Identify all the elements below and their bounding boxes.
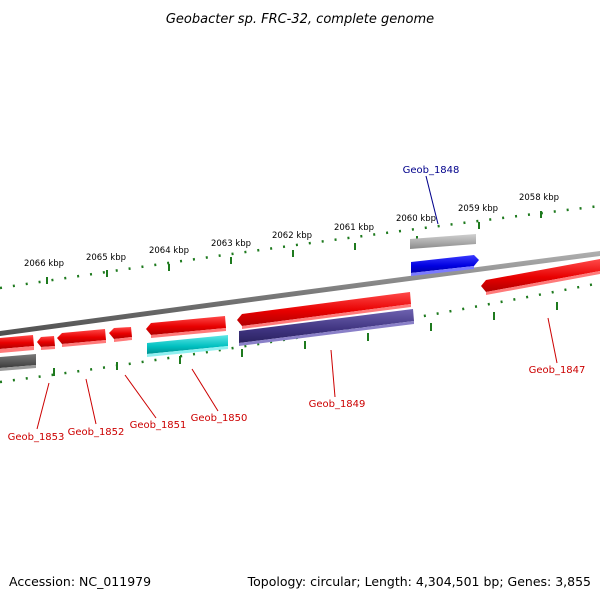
leader-geob-1850 bbox=[191, 368, 219, 412]
gene-label-geob-1848[interactable]: Geob_1848 bbox=[403, 165, 460, 176]
scale-label-2061: 2061 kbp bbox=[334, 223, 374, 233]
gene-labels: Geob_1848 Geob_1847 Geob_1849 Geob_1850 … bbox=[8, 165, 586, 443]
upper-scale-track bbox=[0, 204, 600, 290]
gene-geob-1847[interactable] bbox=[481, 259, 600, 295]
gene-label-geob-1847[interactable]: Geob_1847 bbox=[529, 365, 586, 376]
gene-label-geob-1850[interactable]: Geob_1850 bbox=[191, 413, 248, 424]
leader-geob-1848 bbox=[425, 175, 439, 225]
scale-label-2063: 2063 kbp bbox=[211, 239, 251, 249]
gene-geob-1853-forward[interactable] bbox=[0, 335, 34, 353]
genome-backbone bbox=[0, 251, 600, 336]
scale-label-2065: 2065 kbp bbox=[86, 253, 126, 263]
gene-label-geob-1851[interactable]: Geob_1851 bbox=[130, 420, 187, 431]
leader-geob-1849 bbox=[330, 349, 336, 398]
gene-geob-1852[interactable] bbox=[57, 329, 106, 347]
scale-label-2059: 2059 kbp bbox=[458, 204, 498, 214]
gene-label-geob-1852[interactable]: Geob_1852 bbox=[68, 427, 125, 438]
scale-label-2060: 2060 kbp bbox=[396, 214, 436, 224]
feature-geob-1853-misc[interactable] bbox=[0, 354, 36, 371]
lower-scale-track bbox=[0, 281, 600, 384]
scale-labels: 2066 kbp 2065 kbp 2064 kbp 2063 kbp 2062… bbox=[24, 193, 559, 269]
gene-geob-1849-protein[interactable] bbox=[237, 292, 411, 329]
scale-label-2064: 2064 kbp bbox=[149, 246, 189, 256]
gene-label-geob-1849[interactable]: Geob_1849 bbox=[309, 399, 366, 410]
label-leader-lines bbox=[36, 175, 558, 430]
leader-geob-1853 bbox=[36, 382, 50, 430]
gene-geob-1850-protein[interactable] bbox=[146, 316, 226, 338]
scale-label-2062: 2062 kbp bbox=[272, 231, 312, 241]
scale-label-2066: 2066 kbp bbox=[24, 259, 64, 269]
map-title: Geobacter sp. FRC-32, complete genome bbox=[166, 12, 434, 27]
accession-text: Accession: NC_011979 bbox=[9, 574, 151, 589]
gene-label-geob-1853[interactable]: Geob_1853 bbox=[8, 432, 65, 443]
gene-geob-1852-small[interactable] bbox=[37, 336, 55, 350]
leader-geob-1847 bbox=[547, 317, 558, 364]
leader-geob-1852 bbox=[85, 378, 97, 425]
feature-geob-1850-rna[interactable] bbox=[147, 335, 228, 357]
gene-geob-1851[interactable] bbox=[109, 327, 132, 342]
feature-geob-1849-misc[interactable] bbox=[239, 309, 414, 346]
scale-label-2058: 2058 kbp bbox=[519, 193, 559, 203]
gene-geob-1848[interactable] bbox=[411, 255, 479, 276]
leader-geob-1851 bbox=[124, 374, 157, 419]
genome-summary-text: Topology: circular; Length: 4,304,501 bp… bbox=[247, 574, 591, 589]
feature-geob-1848-misc[interactable] bbox=[410, 234, 476, 249]
